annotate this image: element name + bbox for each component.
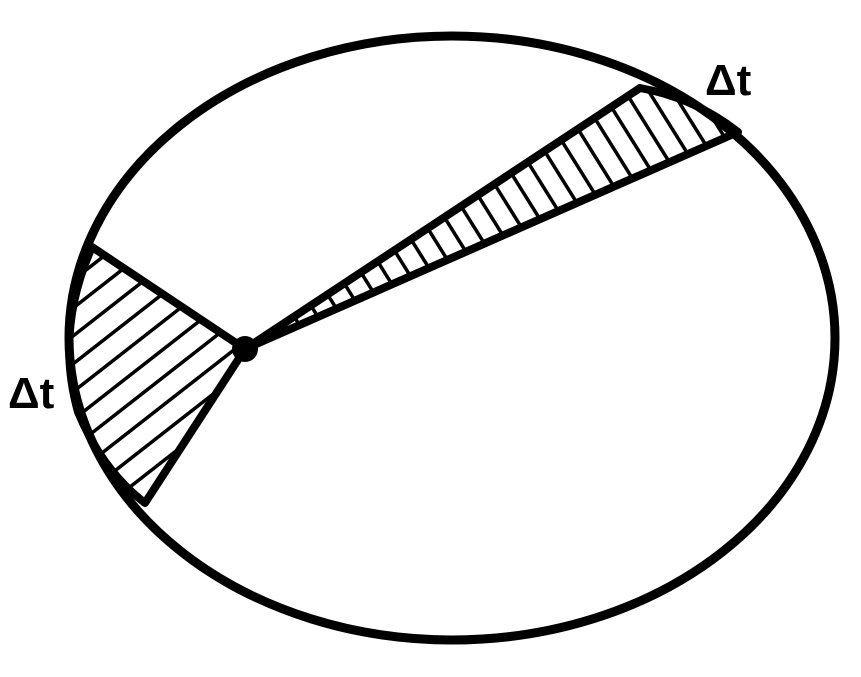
perihelion-delta-t-label: Δt <box>8 369 55 418</box>
focus-sun <box>232 336 258 362</box>
perihelion-shaded-sector <box>65 243 249 507</box>
aphelion-shaded-sector <box>241 84 742 353</box>
aphelion-delta-t-label: Δt <box>705 56 752 105</box>
orbit-ellipse <box>64 31 840 645</box>
